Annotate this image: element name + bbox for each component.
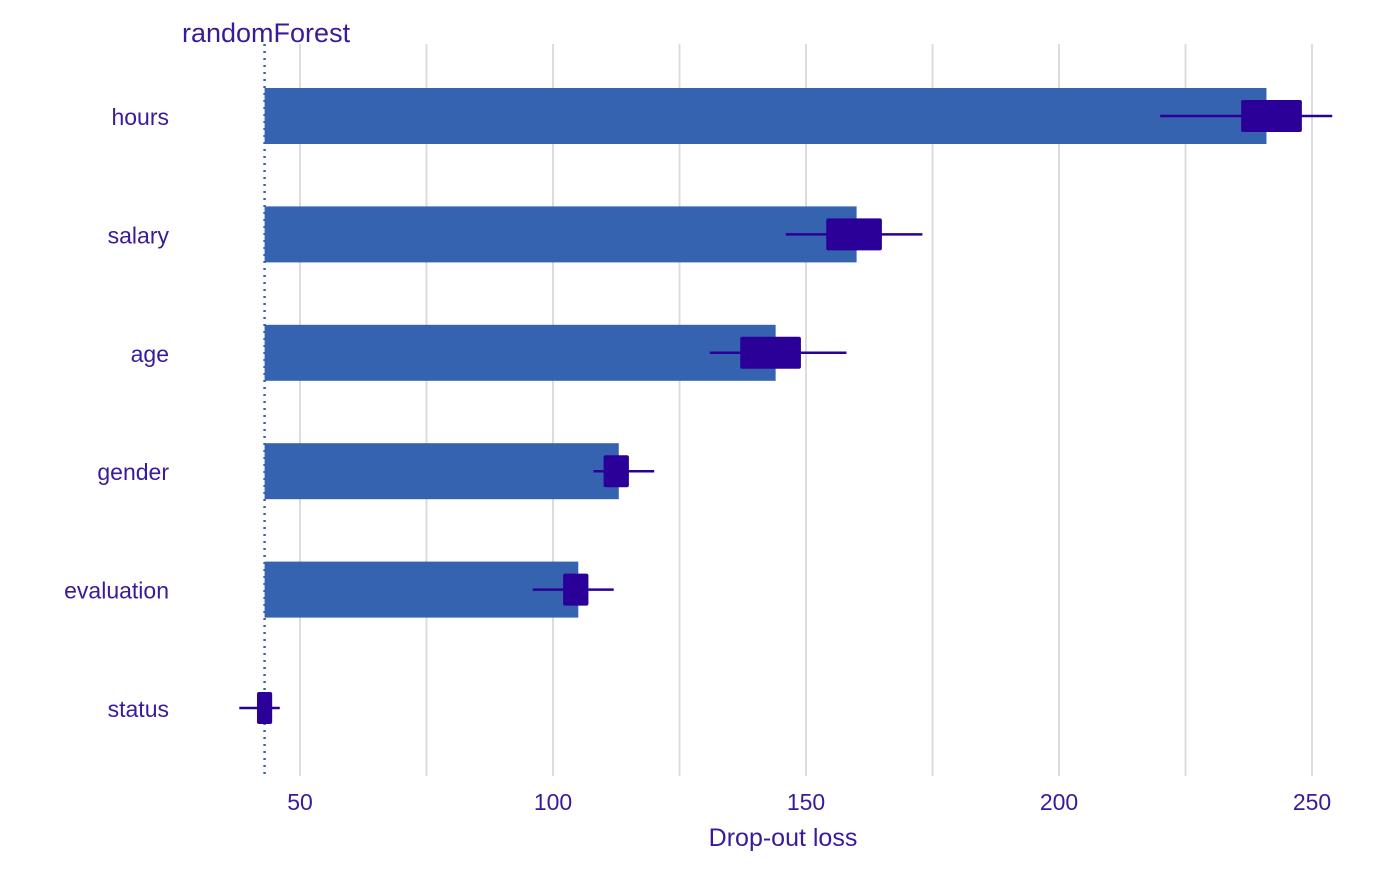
x-tick-label: 150: [787, 789, 825, 815]
boxplots: [239, 100, 1333, 724]
x-tick-labels: 50 100 150 200 250: [287, 789, 1331, 815]
bar-gender: [264, 443, 619, 500]
category-label: age: [131, 341, 169, 367]
x-axis-label: Drop-out loss: [709, 824, 858, 852]
bars: [264, 88, 1267, 618]
category-label: status: [108, 696, 169, 722]
box-gender: [603, 455, 629, 488]
bar-age: [264, 324, 776, 381]
box-hours: [1241, 100, 1302, 132]
bar-salary: [264, 206, 857, 263]
box-status: [256, 692, 273, 724]
category-label: gender: [97, 459, 169, 485]
box-evaluation: [563, 573, 589, 606]
x-tick-label: 50: [287, 789, 313, 815]
grid-lines: [299, 44, 1313, 776]
x-tick-label: 250: [1293, 789, 1331, 815]
box-salary: [826, 218, 882, 251]
chart-title: randomForest: [182, 18, 351, 48]
bar-evaluation: [264, 561, 579, 618]
category-label: evaluation: [64, 578, 169, 604]
category-label: salary: [108, 222, 170, 248]
category-label: hours: [111, 104, 169, 130]
bar-hours: [264, 88, 1267, 144]
category-labels: hours salary age gender evaluation status: [64, 104, 169, 722]
box-age: [740, 336, 801, 369]
x-tick-label: 200: [1040, 789, 1078, 815]
x-tick-label: 100: [534, 789, 572, 815]
